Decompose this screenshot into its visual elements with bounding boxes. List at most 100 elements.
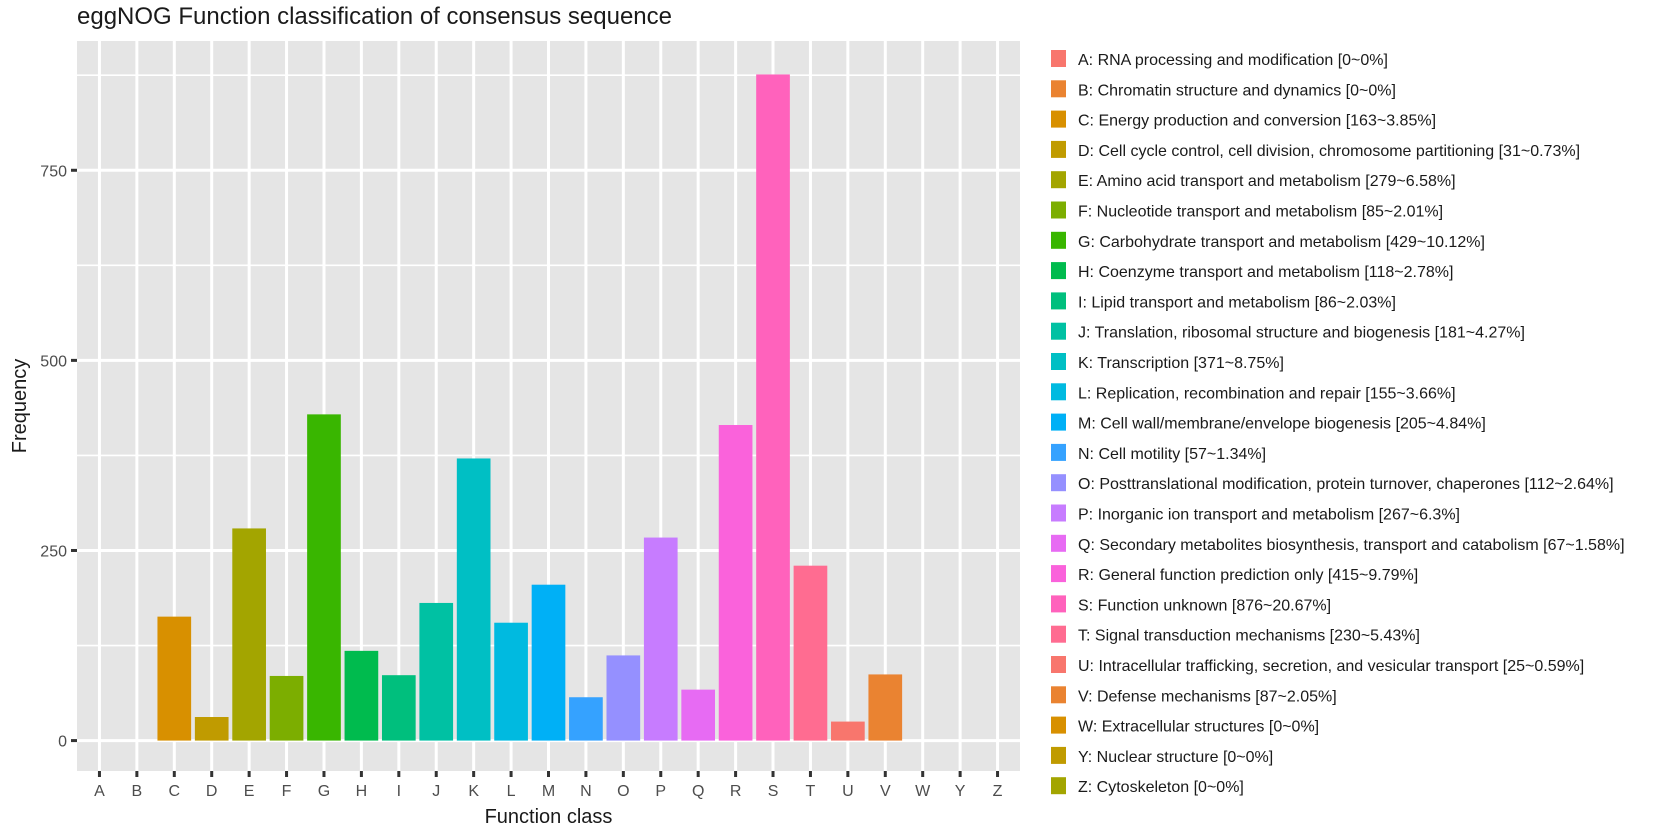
- bar-t: [793, 565, 828, 741]
- legend-key: [1051, 262, 1066, 280]
- legend-key: [1051, 171, 1066, 189]
- legend-key: [1051, 504, 1066, 522]
- y-axis-title: Frequency: [9, 359, 31, 454]
- legend-key: [1051, 625, 1066, 643]
- legend-label: Y: Nuclear structure [0~0%]: [1078, 749, 1273, 766]
- bar-i: [381, 675, 416, 741]
- x-tick-label: S: [768, 783, 779, 800]
- legend-key: [1051, 353, 1066, 370]
- x-tick-label: I: [397, 783, 401, 800]
- legend-label: N: Cell motility [57~1.34%]: [1078, 446, 1266, 463]
- legend-key: [1051, 140, 1066, 158]
- legend-key: [1051, 474, 1066, 492]
- y-tick-label: 500: [40, 353, 67, 370]
- bar-e: [232, 528, 266, 741]
- bar-p: [643, 537, 678, 741]
- x-tick-label: Y: [955, 783, 966, 800]
- legend-key: [1051, 777, 1066, 795]
- bar-l: [494, 622, 528, 741]
- legend-label: I: Lipid transport and metabolism [86~2.…: [1078, 294, 1396, 311]
- axes: 0 250 500 750 A B C D E F G H I J K L M N O P Q R S T U V W Y Z: [40, 163, 1002, 800]
- legend-key: [1051, 231, 1066, 249]
- legend-label: M: Cell wall/membrane/envelope biogenesi…: [1078, 416, 1486, 433]
- x-tick-label: Z: [993, 783, 1003, 800]
- legend-label: Q: Secondary metabolites biosynthesis, t…: [1078, 537, 1625, 554]
- x-tick-label: B: [132, 783, 143, 800]
- legend-label: Z: Cytoskeleton [0~0%]: [1078, 779, 1244, 796]
- bar-v: [868, 674, 903, 741]
- legend-label: E: Amino acid transport and metabolism […: [1078, 173, 1456, 190]
- legend-key: [1051, 292, 1066, 310]
- legend-key: [1051, 716, 1066, 734]
- legend-label: C: Energy production and conversion [163…: [1078, 113, 1436, 130]
- x-tick-label: J: [432, 783, 440, 800]
- x-tick-label: M: [542, 783, 555, 800]
- x-tick-label: P: [655, 783, 666, 800]
- x-tick-label: W: [915, 783, 931, 800]
- legend-key: [1051, 383, 1066, 401]
- legend-label: B: Chromatin structure and dynamics [0~0…: [1078, 82, 1396, 99]
- bar-c: [157, 616, 192, 741]
- legend-label: W: Extracellular structures [0~0%]: [1078, 719, 1319, 736]
- x-tick-label: D: [206, 783, 218, 800]
- x-tick-label: E: [244, 783, 255, 800]
- x-tick-label: C: [169, 783, 181, 800]
- bar-q: [681, 689, 716, 741]
- bar-j: [419, 602, 454, 741]
- legend-key: [1051, 595, 1066, 613]
- legend-label: G: Carbohydrate transport and metabolism…: [1078, 234, 1485, 251]
- legend-label: K: Transcription [371~8.75%]: [1078, 355, 1284, 372]
- legend-label: J: Translation, ribosomal structure and …: [1078, 325, 1525, 342]
- x-tick-label: G: [318, 783, 330, 800]
- bar-n: [569, 697, 603, 741]
- legend-key: [1051, 413, 1066, 431]
- bar-u: [831, 721, 865, 741]
- bar-s: [756, 74, 790, 741]
- y-tick-label: 0: [58, 734, 67, 751]
- legend-label: O: Posttranslational modification, prote…: [1078, 476, 1614, 493]
- bar-m: [531, 584, 566, 741]
- legend-label: L: Replication, recombination and repair…: [1078, 385, 1456, 402]
- x-tick-label: L: [507, 783, 516, 800]
- bar-k: [456, 458, 491, 741]
- legend-label: V: Defense mechanisms [87~2.05%]: [1078, 688, 1337, 705]
- legend-label: T: Signal transduction mechanisms [230~5…: [1078, 628, 1420, 645]
- bar-d: [194, 717, 229, 741]
- y-tick-label: 250: [40, 543, 67, 560]
- legend-label: P: Inorganic ion transport and metabolis…: [1078, 507, 1460, 524]
- legend-label: R: General function prediction only [415…: [1078, 567, 1418, 584]
- x-tick-label: U: [842, 783, 854, 800]
- bar-h: [344, 650, 379, 741]
- legend-key: [1051, 322, 1066, 340]
- legend-key: [1051, 656, 1066, 673]
- x-axis-title: Function class: [485, 806, 613, 827]
- legend-label: S: Function unknown [876~20.67%]: [1078, 597, 1331, 614]
- x-tick-label: R: [730, 783, 742, 800]
- bar-g: [307, 414, 341, 741]
- legend-label: F: Nucleotide transport and metabolism […: [1078, 204, 1443, 221]
- x-tick-label: K: [468, 783, 479, 800]
- x-tick-label: N: [580, 783, 592, 800]
- x-tick-label: Q: [692, 783, 704, 800]
- y-tick-label: 750: [40, 163, 67, 180]
- x-tick-label: F: [282, 783, 292, 800]
- legend-key: [1051, 746, 1066, 764]
- legend-key: [1051, 534, 1066, 552]
- x-tick-label: H: [356, 783, 368, 800]
- legend-key: [1051, 565, 1066, 583]
- legend-key: [1051, 443, 1066, 461]
- legend-key: [1051, 201, 1066, 219]
- x-tick-label: T: [806, 783, 816, 800]
- legend-label: D: Cell cycle control, cell division, ch…: [1078, 143, 1580, 160]
- x-tick-label: O: [617, 783, 629, 800]
- legend-label: H: Coenzyme transport and metabolism [11…: [1078, 264, 1453, 281]
- legend-key: [1051, 80, 1066, 98]
- legend-key: [1051, 110, 1066, 128]
- chart-title: eggNOG Function classification of consen…: [77, 3, 672, 30]
- legend: A: RNA processing and modification [0~0%…: [1051, 50, 1625, 796]
- bars: [157, 74, 903, 741]
- legend-label: U: Intracellular trafficking, secretion,…: [1078, 658, 1584, 675]
- x-tick-label: A: [94, 783, 105, 800]
- legend-key: [1051, 686, 1066, 704]
